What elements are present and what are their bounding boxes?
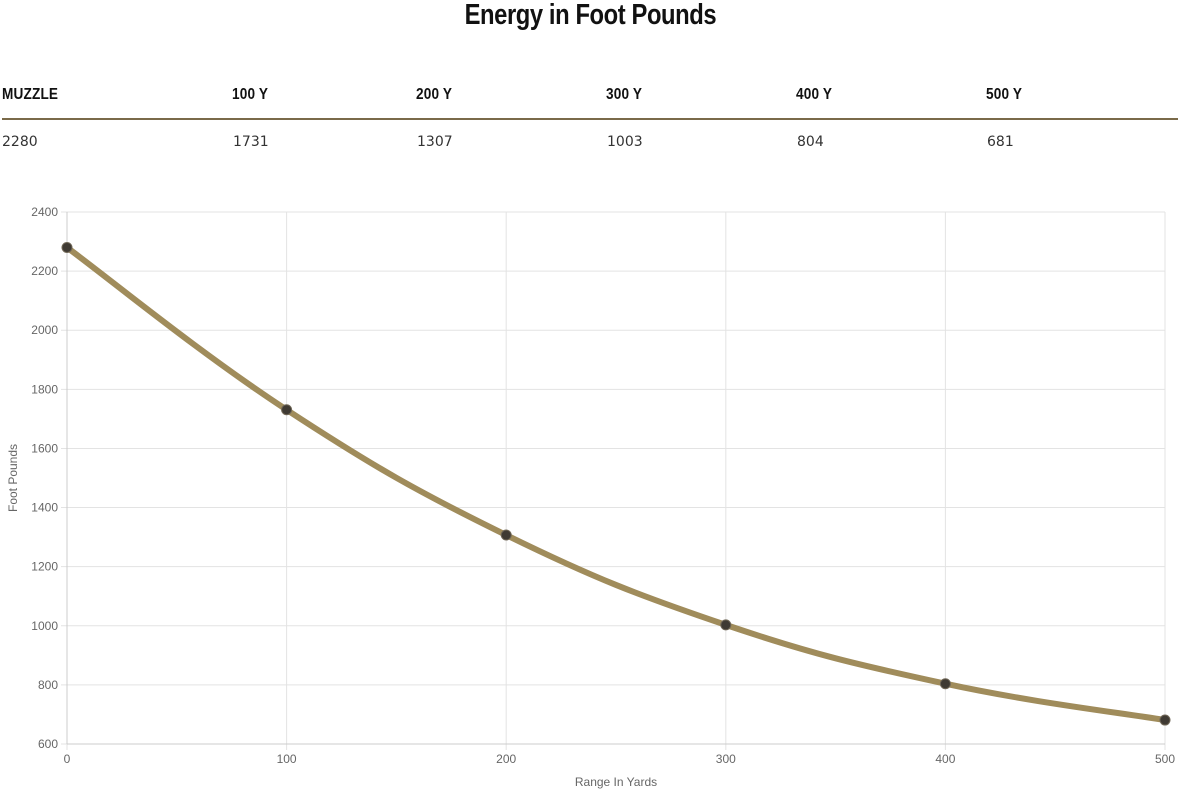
- data-point-0[interactable]: [61, 241, 73, 253]
- y-axis-label: Foot Pounds: [6, 444, 20, 512]
- data-point-200[interactable]: [500, 529, 512, 541]
- table-value-muzzle: 2280: [2, 134, 38, 150]
- y-tick-label: 2000: [31, 323, 58, 337]
- table-value-500y: 681: [987, 134, 1014, 150]
- x-tick-label: 300: [716, 752, 736, 766]
- data-point-300[interactable]: [720, 619, 732, 631]
- table-header-500y: 500 Y: [986, 86, 1023, 103]
- data-point-100[interactable]: [281, 404, 293, 416]
- chart-grid: [61, 211, 1166, 750]
- x-tick-label: 0: [64, 752, 71, 766]
- chart-points: [61, 241, 1171, 726]
- energy-series-line: [64, 244, 1168, 724]
- y-tick-label: 800: [38, 678, 58, 692]
- table-header-400y: 400 Y: [796, 86, 833, 103]
- table-header-100y: 100 Y: [232, 86, 269, 103]
- y-tick-label: 2200: [31, 264, 58, 278]
- y-tick-label: 1400: [31, 501, 58, 515]
- chart-tick-labels: 600 800 1000 1200 1400 1600 1800 2000 2200 2400 0 1…: [31, 205, 1175, 766]
- y-tick-label: 2400: [31, 205, 58, 219]
- chart-series: [64, 244, 1168, 724]
- table-divider: [2, 118, 1178, 120]
- x-tick-label: 400: [935, 752, 955, 766]
- table-value-300y: 1003: [607, 134, 643, 150]
- y-tick-label: 1800: [31, 382, 58, 396]
- table-header-muzzle: MUZZLE: [2, 86, 59, 103]
- x-tick-label: 500: [1155, 752, 1175, 766]
- table-value-200y: 1307: [417, 134, 453, 150]
- y-tick-label: 1600: [31, 441, 58, 455]
- y-tick-label: 600: [38, 737, 58, 751]
- y-tick-label: 1000: [31, 619, 58, 633]
- y-tick-label: 1200: [31, 560, 58, 574]
- data-point-400[interactable]: [939, 678, 951, 690]
- table-header-300y: 300 Y: [606, 86, 643, 103]
- x-axis-label: Range In Yards: [575, 775, 657, 789]
- table-value-100y: 1731: [233, 134, 269, 150]
- energy-line-chart: 600 800 1000 1200 1400 1600 1800 2000 2200 2400 0 1…: [6, 205, 1175, 789]
- x-tick-label: 200: [496, 752, 516, 766]
- chart-title: Energy in Foot Pounds: [464, 0, 717, 31]
- chart-axes: [66, 212, 1165, 745]
- data-point-500[interactable]: [1159, 714, 1171, 726]
- table-value-400y: 804: [797, 134, 824, 150]
- x-tick-label: 100: [277, 752, 297, 766]
- table-header-200y: 200 Y: [416, 86, 453, 103]
